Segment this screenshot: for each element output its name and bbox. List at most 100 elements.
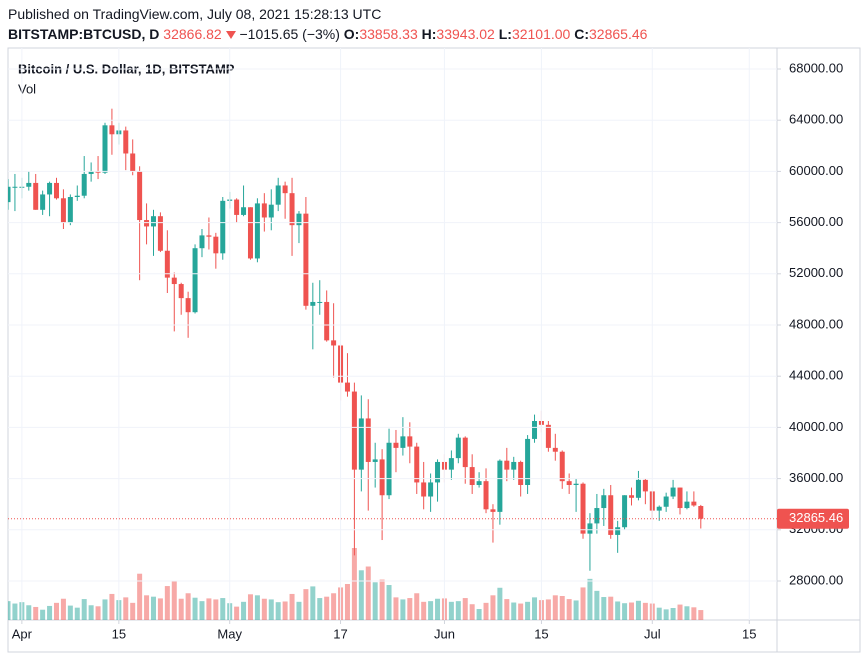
ohlc-label: C:	[574, 26, 590, 42]
volume-bar	[608, 596, 614, 620]
candle-body	[635, 479, 641, 498]
volume-bar	[275, 602, 281, 620]
candle-body	[123, 130, 129, 154]
candle-body	[684, 501, 690, 509]
candle-body	[241, 207, 247, 215]
volume-bar	[254, 595, 260, 620]
volume-bar	[622, 603, 628, 620]
candle-body	[8, 186, 11, 203]
candle-body	[109, 125, 115, 135]
ohlc-label: L:	[498, 26, 512, 42]
volume-bar	[213, 599, 219, 620]
volume-bar	[421, 601, 427, 620]
candle-body	[261, 203, 267, 218]
volume-bar	[511, 602, 517, 620]
candle-body	[559, 451, 565, 482]
volume-bar	[324, 596, 330, 620]
candle-body	[53, 182, 59, 199]
candle-body	[289, 193, 295, 226]
candle-body	[150, 216, 156, 227]
candle-body	[67, 197, 73, 223]
x-tick-label: 17	[333, 626, 347, 641]
volume-bar	[684, 606, 690, 620]
volume-bar	[691, 607, 697, 620]
candle-body	[379, 459, 385, 496]
volume-bar	[282, 601, 288, 620]
ohlc-label: O:	[343, 26, 360, 42]
candle-body	[691, 501, 697, 506]
candle-body	[642, 479, 648, 492]
candle-body	[476, 481, 482, 485]
volume-bar	[587, 578, 593, 620]
candle-body	[282, 185, 288, 194]
volume-bar	[206, 598, 212, 620]
candle-body	[670, 487, 676, 497]
candle-body	[615, 527, 621, 535]
volume-bar	[518, 603, 524, 620]
candle-body	[95, 171, 101, 173]
candle-body	[365, 418, 371, 462]
symbol: BITSTAMP:BTCUSD, D	[8, 26, 160, 42]
volume-bar	[60, 598, 66, 620]
volume-bar	[150, 596, 156, 620]
candle-body	[247, 207, 253, 259]
volume-bar	[234, 606, 240, 620]
y-tick-label: 40000.00	[789, 419, 843, 434]
candle-body	[310, 301, 316, 306]
volume-bar	[344, 584, 350, 620]
candle-body	[490, 509, 496, 512]
volume-bar	[109, 593, 115, 620]
y-tick-label: 36000.00	[789, 470, 843, 485]
volume-bar	[296, 601, 302, 620]
candle-body	[102, 125, 108, 173]
candle-body	[185, 298, 191, 313]
volume-bar	[67, 605, 73, 620]
candle-body	[469, 467, 475, 485]
volume-bar	[698, 610, 704, 620]
ohlc: O:33858.33 H:33943.02 L:32101.00 C:32865…	[344, 26, 648, 42]
volume-bar	[351, 548, 357, 620]
volume-bar	[476, 609, 482, 620]
volume-bar	[171, 580, 177, 620]
volume-bar	[379, 579, 385, 620]
volume-bar	[261, 598, 267, 620]
candle-body	[12, 186, 18, 188]
y-tick-label: 28000.00	[789, 572, 843, 587]
volume-bar	[33, 606, 39, 620]
candle-body	[518, 461, 524, 485]
volume-bar	[289, 593, 295, 620]
y-tick-label: 60000.00	[789, 163, 843, 178]
volume-bar	[559, 596, 565, 620]
volume-bar	[12, 603, 18, 620]
y-tick-label: 48000.00	[789, 316, 843, 331]
candle-body	[351, 391, 357, 470]
volume-bar	[47, 605, 53, 620]
volume-bar	[310, 586, 316, 620]
candle-body	[213, 236, 219, 254]
volume-bar	[615, 601, 621, 620]
ohlc-label: H:	[421, 26, 437, 42]
candle-body	[88, 171, 94, 174]
candle-body	[254, 203, 260, 259]
candle-body	[435, 461, 441, 483]
candle-body	[81, 173, 87, 196]
volume-bar	[26, 605, 32, 620]
volume-bar	[137, 573, 143, 620]
volume-bar	[185, 593, 191, 620]
candle-body	[504, 460, 510, 470]
volume-bar	[88, 605, 94, 620]
volume-bar	[532, 597, 538, 620]
volume-bar	[95, 606, 101, 620]
candle-body	[130, 153, 136, 172]
candle-body	[448, 458, 454, 470]
volume-bar	[428, 601, 434, 620]
volume-bar	[552, 595, 558, 620]
candle-body	[573, 483, 579, 485]
volume-bar	[123, 597, 129, 620]
x-tick-label: May	[217, 626, 242, 641]
ohlc-value: 32101.00	[511, 26, 571, 42]
volume-bar	[504, 599, 510, 620]
candle-body	[428, 482, 434, 497]
volume-bar	[74, 607, 80, 620]
volume-bar	[400, 599, 406, 620]
